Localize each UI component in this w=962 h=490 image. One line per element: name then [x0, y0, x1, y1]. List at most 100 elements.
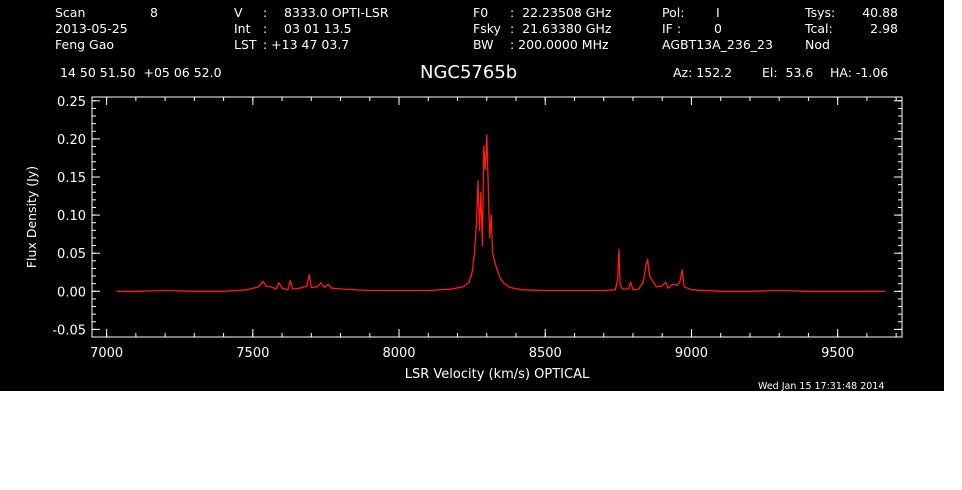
spectrum-point: [630, 281, 632, 283]
spectrum-point: [308, 273, 310, 276]
spectrum-point: [468, 281, 470, 283]
spectrum-point: [661, 285, 663, 287]
spectrum-point: [490, 214, 492, 216]
observer-name: Feng Gao: [55, 37, 115, 52]
spectrum-point: [573, 289, 576, 292]
spectrum-point: [651, 279, 653, 281]
spectrum-point: [618, 248, 620, 250]
plot-timestamp: Wed Jan 15 17:31:48 2014: [758, 381, 885, 392]
x-tick-label: 7500: [236, 346, 269, 361]
spectrum-point: [310, 286, 312, 289]
spectrum-point: [679, 281, 681, 283]
spectrum-point: [275, 288, 277, 290]
spectrum-point: [649, 275, 651, 277]
int-sep: :: [263, 21, 268, 36]
y-axis-label: Flux Density (Jy): [24, 166, 39, 268]
x-tick-label: 8000: [382, 346, 415, 361]
spectrum-point: [135, 290, 137, 292]
spectrum-point: [478, 229, 481, 231]
spectrum-point: [690, 289, 693, 291]
spectrum-point: [676, 284, 678, 286]
tcal-value: 2.98: [870, 21, 898, 36]
spectrum-point: [494, 264, 497, 266]
source-coordinates: 14 50 51.50 +05 06 52.0: [60, 65, 222, 80]
spectrum-point: [327, 283, 329, 285]
int-label: Int: [234, 21, 251, 36]
spectrum-point: [642, 281, 644, 283]
obs-date: 2013-05-25: [55, 21, 128, 36]
bw-value: : 200.0000 MHz: [510, 37, 609, 52]
spectrum-point: [483, 145, 485, 148]
spectrum-point: [427, 289, 429, 292]
scan-value: 8: [150, 5, 158, 20]
spectrum-point: [681, 269, 683, 271]
spectrum-point: [287, 289, 289, 291]
spectrum-point: [521, 289, 523, 291]
spectrum-point: [369, 289, 371, 292]
spectrum-point: [246, 289, 248, 291]
velocity-sep: :: [263, 5, 268, 20]
spectrum-point: [544, 289, 546, 292]
spectrum-point: [671, 283, 674, 285]
spectrum-point: [622, 288, 624, 290]
spectrum-point: [473, 252, 476, 254]
spectrum-point: [475, 222, 478, 224]
x-tick-label: 9500: [821, 346, 854, 361]
spectrum-point: [258, 286, 260, 288]
spectrum-point: [262, 280, 264, 282]
spectrum-point: [655, 286, 658, 288]
spectrum-point: [471, 271, 473, 273]
y-tick-label: 0.00: [57, 285, 86, 300]
spectrum-point: [480, 191, 482, 193]
spectrum-point: [489, 237, 491, 239]
int-value: 03 01 13.5: [284, 21, 352, 36]
spectrum-point: [281, 287, 283, 289]
spectrum-point: [509, 286, 511, 289]
tsys-label: Tsys:: [805, 5, 836, 20]
tcal-label: Tcal:: [805, 21, 833, 36]
f0-value: : 22.23508 GHz: [510, 5, 612, 20]
plot-panel: [0, 0, 944, 391]
spectrum-point: [617, 277, 619, 279]
spectrum-point: [645, 264, 647, 266]
spectrum-point: [603, 289, 605, 292]
spectrum-point: [116, 290, 118, 292]
spectrum-point: [499, 277, 501, 279]
spectrum-point: [320, 282, 322, 284]
spectrum-point: [632, 289, 634, 291]
spectrum-point: [720, 290, 722, 292]
spectrum-point: [299, 287, 301, 289]
spectrum-point: [278, 282, 280, 284]
y-tick-label: -0.05: [52, 323, 86, 338]
lst-label: LST: [234, 37, 257, 52]
y-tick-label: 0.05: [57, 247, 86, 262]
spectrum-point: [749, 290, 751, 292]
y-tick-label: 0.15: [57, 171, 86, 186]
spectrum-point: [331, 287, 333, 289]
if-value: 0: [714, 21, 722, 36]
source-name: NGC5765b: [420, 62, 518, 83]
spectrum-plot: -0.05 0.00 0.05 0.10 0.15 0.20 0.25 7000 7500 80…: [24, 95, 903, 382]
spectrum-point: [193, 290, 195, 292]
spectrum-point: [292, 288, 294, 290]
spectrum-point: [665, 281, 667, 283]
pol-label: Pol:: [662, 5, 685, 20]
spectrum-point: [837, 290, 839, 292]
spectrum-point: [340, 288, 342, 290]
spectrum-point: [614, 289, 617, 291]
spectrum-point: [778, 289, 780, 292]
spectrum-point: [316, 286, 318, 288]
obs-mode: Nod: [805, 37, 830, 52]
spectrum-point: [289, 280, 291, 282]
scan-label: Scan: [55, 5, 86, 20]
spectrum-point: [683, 286, 685, 288]
spectrum-point: [269, 286, 271, 288]
fsky-label: Fsky: [473, 21, 501, 36]
y-tick-label: 0.10: [57, 209, 86, 224]
spectrum-point: [667, 287, 669, 289]
spectrum-point: [481, 245, 483, 247]
spectrum-point: [486, 134, 488, 136]
spectrum-point: [503, 283, 505, 285]
elevation: El: 53.6: [762, 65, 814, 80]
f0-label: F0: [473, 5, 489, 20]
